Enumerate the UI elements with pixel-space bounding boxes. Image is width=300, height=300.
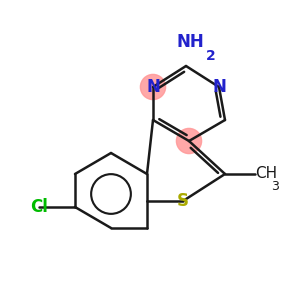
- Text: N: N: [212, 78, 226, 96]
- Text: 2: 2: [206, 50, 215, 64]
- Circle shape: [176, 128, 202, 154]
- Text: S: S: [177, 192, 189, 210]
- Circle shape: [140, 74, 166, 100]
- Text: 3: 3: [272, 180, 279, 193]
- Text: CH: CH: [255, 167, 277, 182]
- Text: NH: NH: [176, 33, 204, 51]
- Text: Cl: Cl: [30, 198, 48, 216]
- Text: N: N: [146, 78, 160, 96]
